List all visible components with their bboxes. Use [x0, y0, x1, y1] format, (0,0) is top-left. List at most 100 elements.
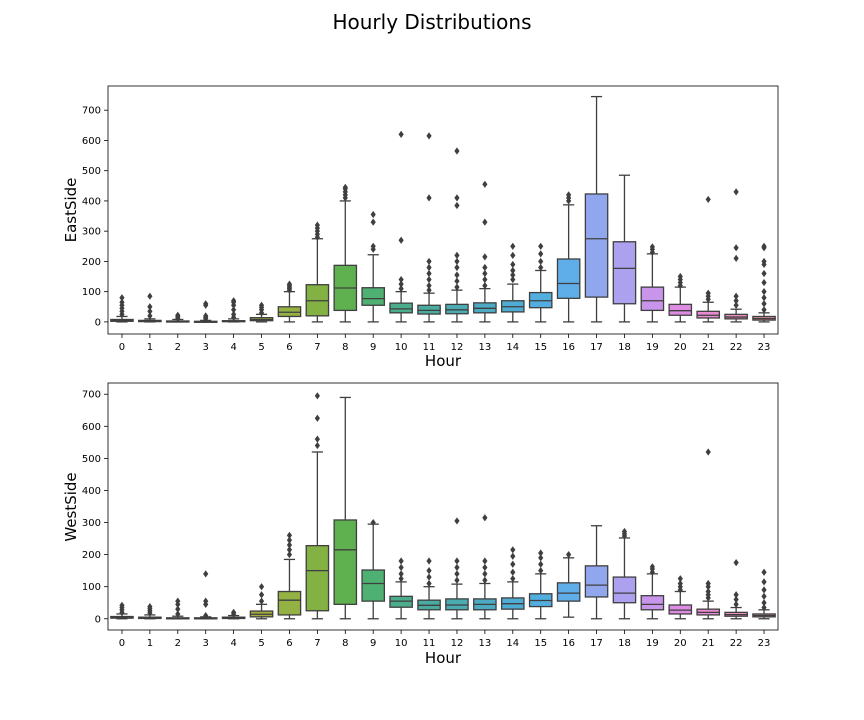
outlier-point	[203, 300, 209, 308]
outlier-point	[314, 414, 320, 422]
outlier-point	[761, 242, 767, 250]
outlier-point	[566, 551, 572, 559]
outlier-point	[426, 263, 432, 272]
outlier-point	[286, 280, 293, 288]
eastside-box-hour-8	[333, 183, 358, 323]
outlier-point	[203, 597, 209, 605]
outlier-point	[119, 298, 125, 306]
eastside-y-tick-label: 100	[82, 287, 101, 298]
outlier-point	[426, 286, 432, 294]
westside-x-tick-label: 10	[395, 638, 408, 649]
iqr-box	[361, 287, 386, 306]
westside-x-tick-label: 16	[562, 638, 575, 649]
outlier-point	[231, 310, 237, 318]
outlier-point	[314, 441, 320, 450]
outlier-point	[147, 303, 153, 311]
westside-box-hour-19	[640, 563, 665, 620]
westside-x-tick-label: 15	[534, 638, 547, 649]
figure-title: Hourly Distributions	[332, 10, 531, 34]
outlier-point	[454, 251, 460, 259]
outlier-point	[510, 242, 516, 250]
westside-box-hour-5	[249, 583, 274, 620]
outlier-point	[761, 278, 767, 287]
eastside-x-tick-label: 17	[590, 342, 603, 353]
westside-y-tick-label: 400	[82, 486, 101, 497]
westside-box-hour-20	[668, 575, 693, 620]
eastside-x-tick-label: 1	[147, 342, 153, 353]
outlier-point	[733, 188, 739, 196]
westside-y-tick-label: 100	[82, 582, 101, 593]
iqr-box	[612, 576, 637, 604]
outlier-point	[733, 301, 739, 309]
outlier-point	[705, 289, 711, 297]
outlier-point	[733, 595, 739, 604]
westside-box-hour-21	[696, 448, 721, 620]
outlier-point	[510, 271, 516, 279]
outlier-point	[649, 243, 655, 251]
outlier-point	[621, 527, 628, 536]
iqr-box	[584, 565, 609, 598]
outlier-point	[314, 221, 320, 229]
eastside-x-axis-label: Hour	[425, 352, 462, 370]
outlier-point	[733, 297, 739, 305]
eastside-box-hour-3	[193, 300, 218, 323]
outlier-point	[761, 306, 767, 314]
iqr-box	[584, 193, 609, 298]
eastside-x-tick-label: 16	[562, 342, 575, 353]
eastside-box-hour-17	[584, 95, 609, 323]
outlier-point	[286, 531, 293, 539]
outlier-point	[510, 546, 516, 554]
outlier-point	[677, 579, 683, 588]
westside-box-hour-12	[445, 517, 469, 620]
eastside-x-tick-label: 4	[230, 342, 236, 353]
westside-box-hour-0	[110, 601, 134, 620]
outlier-point	[398, 275, 404, 284]
westside-box-hour-16	[556, 551, 581, 618]
eastside-x-tick-label: 14	[506, 342, 519, 353]
outlier-point	[705, 579, 711, 588]
outlier-point	[482, 218, 488, 226]
westside-x-tick-label: 21	[702, 638, 715, 649]
outlier-point	[482, 180, 488, 188]
outlier-point	[314, 435, 320, 443]
eastside-y-tick-label: 200	[82, 257, 101, 268]
eastside-box-hour-1	[138, 292, 162, 323]
outlier-point	[761, 586, 767, 594]
eastside-box-hour-15	[528, 242, 553, 323]
westside-box-hour-1	[138, 602, 162, 620]
eastside-y-ticks: 0 100 200 300 400 500 600 700	[82, 106, 108, 328]
eastside-x-tick-label: 8	[342, 342, 348, 353]
westside-box-hour-8	[333, 396, 358, 620]
outlier-point	[454, 263, 460, 272]
westside-x-tick-label: 1	[147, 638, 153, 649]
outlier-point	[147, 307, 153, 315]
westside-y-axis-label: WestSide	[62, 472, 80, 541]
iqr-box	[333, 519, 358, 605]
eastside-box-hour-22	[724, 188, 748, 323]
outlier-point	[426, 579, 432, 588]
eastside-x-tick-label: 3	[203, 342, 209, 353]
westside-x-tick-label: 17	[590, 638, 603, 649]
eastside-box-hour-18	[612, 174, 637, 323]
westside-y-tick-label: 300	[82, 518, 101, 529]
outlier-point	[231, 306, 237, 314]
eastside-x-tick-label: 11	[423, 342, 436, 353]
outlier-point	[454, 283, 460, 291]
eastside-box-hour-6	[277, 280, 302, 323]
eastside-x-tick-label: 19	[646, 342, 659, 353]
outlier-point	[258, 591, 265, 599]
outlier-point	[733, 292, 739, 300]
iqr-box	[389, 302, 413, 314]
westside-x-tick-label: 18	[618, 638, 631, 649]
eastside-x-tick-label: 10	[395, 342, 408, 353]
outlier-point	[286, 551, 293, 559]
outlier-point	[510, 552, 516, 560]
westside-box-hour-3	[193, 570, 218, 620]
eastside-x-tick-label: 6	[286, 342, 292, 353]
outlier-point	[258, 583, 265, 591]
eastside-box-hour-14	[500, 242, 525, 323]
westside-box-hour-13	[473, 514, 497, 620]
outlier-point	[482, 282, 488, 290]
westside-box-hour-23	[752, 568, 776, 620]
